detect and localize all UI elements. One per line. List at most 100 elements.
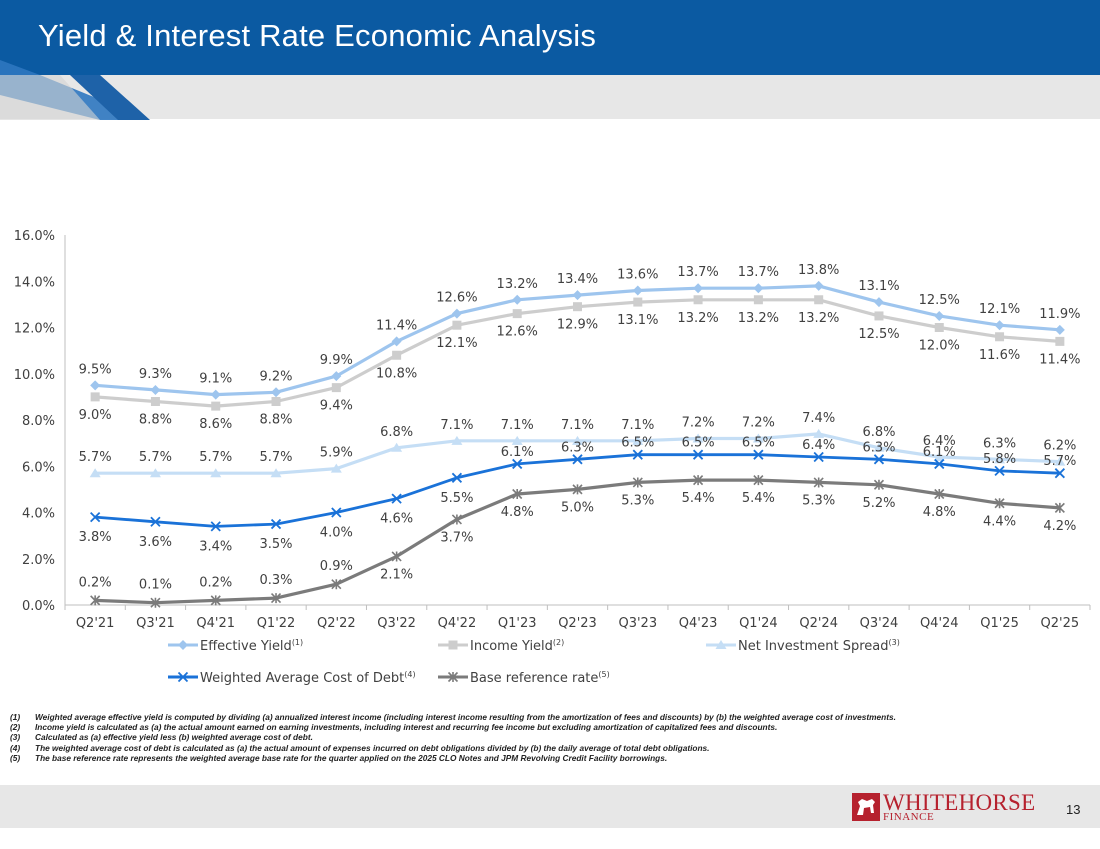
data-label: 9.5%	[79, 362, 112, 377]
legend-swatch-marker	[448, 640, 458, 650]
y-tick-label: 6.0%	[22, 460, 55, 475]
data-point	[572, 290, 583, 301]
header-subband	[0, 75, 1100, 119]
data-point	[572, 454, 583, 465]
data-point	[753, 295, 763, 305]
data-label: 7.1%	[621, 418, 654, 433]
data-label: 6.5%	[621, 436, 654, 451]
data-point	[512, 458, 523, 470]
data-point	[150, 516, 161, 527]
data-point	[693, 295, 703, 305]
data-label: 13.2%	[497, 277, 538, 292]
data-point	[451, 472, 463, 483]
data-label: 9.3%	[139, 367, 172, 382]
data-label: 6.8%	[380, 425, 413, 440]
data-label: 6.3%	[862, 440, 895, 455]
data-point	[632, 449, 643, 460]
y-tick-label: 12.0%	[14, 322, 55, 337]
data-label: 7.2%	[682, 416, 715, 431]
data-label: 3.4%	[199, 539, 232, 554]
data-point	[210, 521, 221, 532]
data-label: 11.9%	[1039, 307, 1080, 322]
legend-label: Income Yield(2)	[470, 638, 564, 654]
data-point	[451, 308, 462, 319]
y-tick-label: 16.0%	[14, 229, 55, 244]
data-point	[451, 435, 463, 445]
footnote-3: (3) Calculated as (a) effective yield les…	[10, 732, 313, 743]
data-point	[873, 479, 885, 490]
data-label: 5.4%	[682, 491, 715, 506]
data-label: 9.2%	[260, 369, 293, 384]
whitehorse-logo: WHITEHORSE FINANCE	[852, 791, 1035, 823]
data-label: 13.2%	[677, 311, 718, 326]
data-point	[813, 477, 824, 488]
data-label: 6.4%	[923, 434, 956, 449]
data-label: 13.2%	[738, 311, 779, 326]
data-label: 11.6%	[979, 348, 1020, 363]
data-label: 12.6%	[497, 325, 538, 340]
data-point	[90, 380, 101, 391]
data-label: 5.7%	[139, 450, 172, 465]
data-point	[994, 465, 1005, 477]
data-point	[692, 449, 704, 460]
legend-footnote-ref: (1)	[292, 638, 303, 647]
x-tick-label: Q1'24	[739, 616, 778, 631]
data-label: 6.1%	[923, 445, 956, 460]
x-tick-label: Q3'21	[136, 616, 175, 631]
data-point	[934, 488, 945, 500]
data-label: 6.5%	[682, 436, 715, 451]
data-point	[331, 507, 342, 518]
data-label: 3.7%	[440, 530, 473, 545]
data-label: 13.8%	[798, 263, 839, 278]
data-label: 4.8%	[501, 505, 534, 520]
data-point	[813, 428, 825, 438]
data-label: 7.1%	[440, 418, 473, 433]
data-point	[89, 468, 101, 478]
data-label: 6.4%	[802, 438, 835, 453]
footnote-1: (1) Weighted average effective yield is c…	[10, 712, 896, 722]
data-label: 9.1%	[199, 372, 232, 387]
y-tick-label: 0.0%	[22, 599, 55, 614]
data-label: 5.9%	[320, 446, 353, 461]
data-label: 5.3%	[802, 493, 835, 508]
data-point	[150, 597, 161, 608]
data-point	[813, 280, 824, 291]
data-point	[994, 454, 1006, 464]
x-tick-label: Q2'21	[76, 616, 115, 631]
data-point	[330, 463, 342, 473]
data-point	[512, 294, 523, 305]
data-point	[994, 320, 1005, 331]
data-point	[573, 302, 582, 312]
data-point	[633, 297, 643, 307]
footnote-4: (4) The weighted average cost of debt is …	[10, 742, 710, 753]
data-label: 13.4%	[557, 272, 598, 287]
data-point	[813, 451, 824, 463]
y-tick-label: 14.0%	[14, 275, 55, 290]
data-point	[392, 350, 402, 360]
data-point	[572, 435, 583, 445]
data-label: 6.3%	[983, 436, 1016, 451]
data-point	[693, 283, 704, 294]
data-label: 12.5%	[858, 327, 899, 342]
data-point	[873, 442, 885, 452]
data-point	[632, 435, 644, 445]
data-label: 6.3%	[561, 440, 594, 455]
data-point	[451, 514, 462, 525]
data-label: 4.6%	[380, 512, 413, 527]
yield-line-chart: 0.0% 2.0% 4.0% 6.0% 8.0% 10.0% 12.0% 14.0% 16.0%…	[14, 229, 1091, 686]
data-label: 6.1%	[501, 445, 534, 460]
data-point	[331, 579, 342, 590]
footer-band	[0, 785, 1100, 828]
data-point	[150, 384, 161, 395]
data-label: 12.6%	[436, 291, 477, 306]
legend-label: Weighted Average Cost of Debt(4)	[200, 670, 416, 686]
data-point	[331, 383, 341, 393]
legend-label: Net Investment Spread(3)	[738, 638, 900, 654]
data-label: 13.1%	[858, 279, 899, 294]
legend-footnote-ref: (5)	[598, 670, 609, 679]
footnote-5: (5) The base reference rate represents th…	[10, 752, 668, 763]
x-tick-label: Q4'24	[920, 616, 959, 631]
data-label: 7.4%	[802, 411, 835, 426]
data-point	[452, 320, 462, 330]
data-point	[512, 309, 522, 319]
